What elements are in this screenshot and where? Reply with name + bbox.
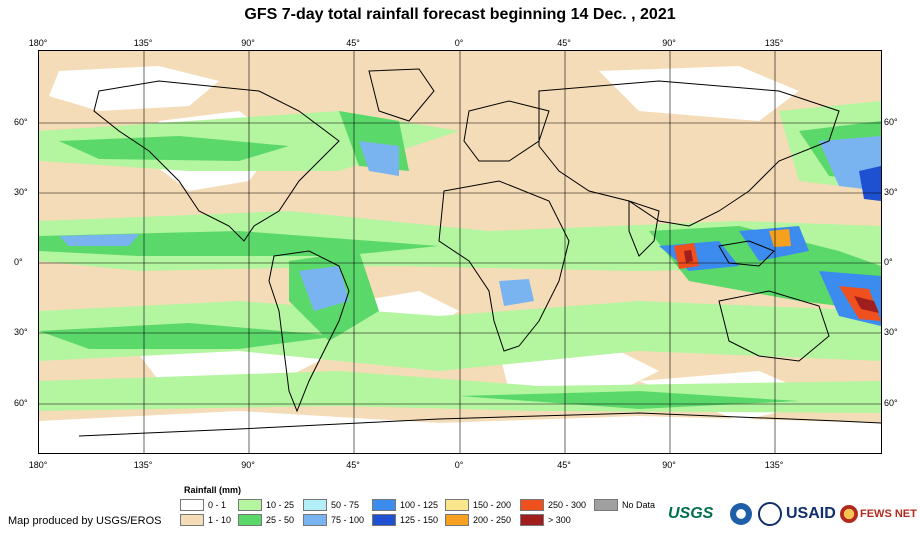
legend-swatch [520, 499, 544, 511]
lat-tick-right: 60° [884, 398, 898, 408]
lon-tick-top: 135° [133, 38, 153, 48]
legend-label: No Data [622, 500, 656, 510]
legend-label: 0 - 1 [208, 500, 227, 510]
legend-item: 1 - 10 [180, 514, 231, 526]
lon-tick-bottom: 45° [346, 460, 360, 470]
lon-tick-bottom: 90° [662, 460, 676, 470]
legend-item: No Data [594, 499, 655, 511]
lat-tick-left: 60° [14, 117, 28, 127]
lat-tick-left: 30° [14, 327, 28, 337]
lon-tick-top: 90° [662, 38, 676, 48]
legend-swatch [445, 499, 469, 511]
legend-item: 125 - 150 [372, 514, 438, 526]
legend-swatch [372, 514, 396, 526]
legend-label: 1 - 10 [208, 515, 232, 525]
lat-tick-left: 60° [14, 398, 28, 408]
lon-tick-top: 45° [557, 38, 571, 48]
lon-tick-bottom: 135° [133, 460, 153, 470]
lat-tick-right: 30° [884, 327, 898, 337]
legend-label: 25 - 50 [266, 515, 295, 525]
fews-logo: FEWS NET [840, 498, 917, 530]
legend-swatch [238, 499, 262, 511]
lat-tick-left: 0° [14, 257, 23, 267]
usaid-seal-icon [758, 502, 782, 526]
lon-tick-bottom: 0° [454, 460, 464, 470]
legend-item: 250 - 300 [520, 499, 586, 511]
map-title: GFS 7-day total rainfall forecast beginn… [244, 6, 676, 23]
lat-tick-right: 30° [884, 187, 898, 197]
fews-logo-text: FEWS NET [860, 508, 917, 520]
legend-swatch [180, 514, 204, 526]
legend-swatch [445, 514, 469, 526]
lon-tick-top: 90° [241, 38, 255, 48]
lon-tick-top: 45° [346, 38, 360, 48]
legend-label: 125 - 150 [400, 515, 439, 525]
lon-tick-top: 135° [764, 38, 784, 48]
legend-label: 10 - 25 [266, 500, 295, 510]
legend-swatch [520, 514, 544, 526]
producer-credit: Map produced by USGS/EROS [8, 515, 162, 527]
legend-label: 75 - 100 [331, 515, 365, 525]
legend-label: 150 - 200 [473, 500, 512, 510]
usgs-logo-text: USGS [668, 505, 714, 522]
legend-item: 150 - 200 [445, 499, 511, 511]
legend-swatch [594, 499, 618, 511]
usaid-logo: USAID [786, 498, 836, 530]
usgs-logo: USGS [668, 498, 713, 530]
lon-tick-bottom: 135° [764, 460, 784, 470]
legend-item: 25 - 50 [238, 514, 294, 526]
legend-swatch [180, 499, 204, 511]
legend-swatch [372, 499, 396, 511]
legend-label: 250 - 300 [548, 500, 587, 510]
lon-tick-top: 0° [454, 38, 464, 48]
legend-item: 100 - 125 [372, 499, 438, 511]
legend-item: > 300 [520, 514, 571, 526]
legend-swatch [303, 514, 327, 526]
lon-tick-bottom: 180° [28, 460, 48, 470]
noaa-icon [730, 503, 752, 525]
legend-label: 200 - 250 [473, 515, 512, 525]
legend-swatch [238, 514, 262, 526]
legend-title: Rainfall (mm) [184, 485, 242, 495]
lon-tick-top: 180° [28, 38, 48, 48]
legend-item: 10 - 25 [238, 499, 294, 511]
legend-item: 0 - 1 [180, 499, 226, 511]
legend-item: 200 - 250 [445, 514, 511, 526]
lat-tick-right: 0° [884, 257, 893, 267]
lon-tick-bottom: 90° [241, 460, 255, 470]
legend-label: 100 - 125 [400, 500, 439, 510]
legend-item: 50 - 75 [303, 499, 359, 511]
legend-label: > 300 [548, 515, 571, 525]
usaid-seal [758, 498, 782, 530]
legend-label: 50 - 75 [331, 500, 360, 510]
fews-globe-icon [840, 505, 858, 523]
lat-tick-right: 60° [884, 117, 898, 127]
lat-tick-left: 30° [14, 187, 28, 197]
noaa-logo [730, 498, 752, 530]
usaid-logo-text: USAID [786, 505, 836, 522]
rainfall-map [38, 50, 882, 454]
map-canvas [39, 51, 881, 453]
lon-tick-bottom: 45° [557, 460, 571, 470]
legend-swatch [303, 499, 327, 511]
legend-item: 75 - 100 [303, 514, 364, 526]
